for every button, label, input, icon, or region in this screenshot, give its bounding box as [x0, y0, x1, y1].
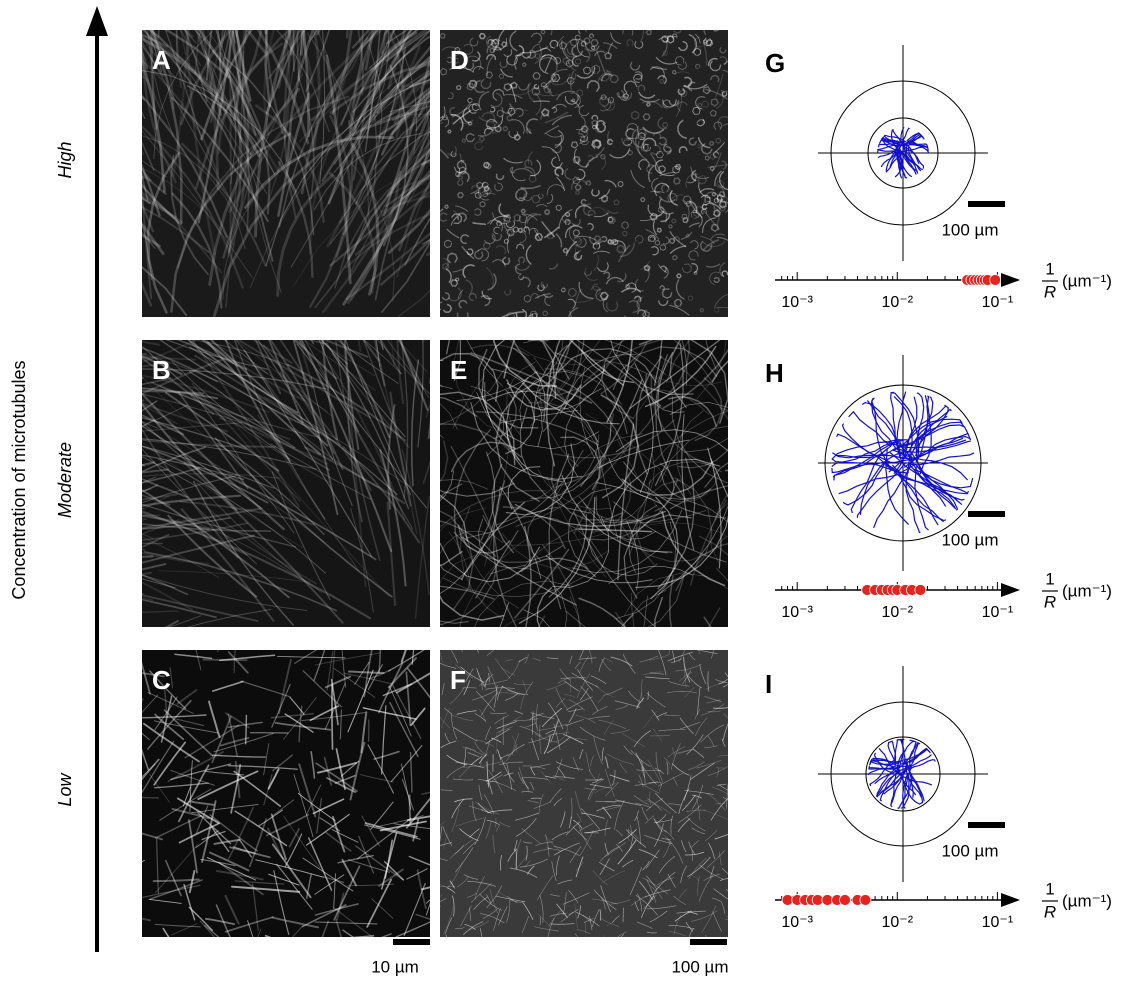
axis-unit: (µm⁻¹) [1062, 581, 1112, 600]
filament [2, 5, 154, 170]
x-tick-label: 10⁻³ [781, 294, 813, 311]
x-tick-label: 10⁻¹ [982, 294, 1014, 311]
x-tick-label: 10⁻² [882, 294, 914, 311]
filament [28, 0, 144, 100]
scale-bar-label: 100 µm [941, 530, 998, 549]
filament [203, 660, 246, 661]
x-axis-arrow [1001, 273, 1020, 287]
filament [727, 904, 741, 917]
filament [36, 25, 149, 204]
filament [622, 316, 629, 331]
filament [265, 0, 336, 33]
axis-denominator: R [1044, 592, 1056, 611]
axis-unit: (µm⁻¹) [1062, 271, 1112, 290]
arrow-head [86, 6, 108, 36]
filament [721, 408, 775, 508]
scale-bar [968, 201, 1005, 207]
filament [19, 400, 143, 483]
panel-label: H [765, 358, 784, 388]
filament [19, 119, 163, 254]
filament [106, 0, 145, 118]
micrograph: F [423, 631, 750, 963]
x-tick-label: 10⁻¹ [982, 914, 1014, 931]
filament [133, 797, 159, 798]
x-tick-label: 10⁻¹ [982, 604, 1014, 621]
x-tick-label: 10⁻³ [781, 604, 813, 621]
filament [111, 35, 144, 154]
micrograph: D [429, 15, 742, 331]
axis-denominator: R [1044, 902, 1056, 921]
scale-bar-label: 100 µm [941, 841, 998, 860]
filament [318, 0, 398, 34]
filament [726, 471, 827, 558]
panel-label: E [450, 355, 467, 385]
data-dot [839, 895, 850, 906]
panel-label: F [450, 665, 466, 695]
data-dot [915, 585, 926, 596]
axis-numerator: 1 [1045, 569, 1054, 588]
filament [246, 716, 247, 744]
scale-bar [968, 822, 1005, 828]
figure: Concentration of microtubules High Moder… [0, 0, 1137, 982]
axis-denominator: R [1044, 282, 1056, 301]
filament [57, 0, 147, 81]
x-tick-label: 10⁻² [882, 914, 914, 931]
filament [105, 0, 147, 68]
filament [5, 209, 159, 246]
panel-label: C [152, 665, 171, 695]
filament [0, 137, 166, 178]
filament [102, 860, 145, 886]
y-axis-label: Concentration of microtubules [9, 360, 29, 599]
filament [726, 918, 747, 920]
data-dot [990, 275, 1001, 286]
scale-bar [393, 939, 430, 945]
filament [10, 556, 152, 576]
filament [0, 100, 166, 194]
x-axis-arrow [1001, 583, 1020, 597]
filament [102, 0, 146, 60]
filament [266, 936, 331, 961]
data-dot [860, 895, 871, 906]
filament [462, 631, 469, 652]
filament [217, 633, 232, 652]
axis-numerator: 1 [1045, 879, 1054, 898]
x-tick-label: 10⁻³ [781, 914, 813, 931]
x-axis-arrow [1001, 893, 1020, 907]
level-label: Low [55, 772, 75, 806]
filament [470, 634, 478, 653]
trajectory [857, 462, 906, 518]
filament [0, 0, 163, 76]
filament [76, 0, 150, 180]
level-label: High [55, 141, 75, 178]
panel-label: D [450, 45, 469, 75]
filament [534, 101, 549, 102]
panel-label: I [765, 669, 772, 699]
filament [24, 594, 143, 673]
micrograph: C [102, 617, 463, 981]
level-label: Moderate [55, 442, 75, 518]
filament [384, 0, 453, 35]
panel-label: A [152, 45, 171, 75]
filament [410, 795, 411, 822]
filament [597, 936, 605, 949]
axis-numerator: 1 [1045, 259, 1054, 278]
scale-bar [690, 939, 727, 945]
scale-bar-label: 100 µm [941, 220, 998, 239]
filament [114, 699, 143, 744]
panel-label: B [152, 355, 171, 385]
panel-label: G [765, 48, 785, 78]
x-tick-label: 10⁻² [882, 604, 914, 621]
scale-bar [968, 511, 1005, 517]
filament [7, 485, 158, 548]
scale-bar-label: 10 µm [371, 957, 419, 976]
scale-bar-label: 100 µm [671, 957, 728, 976]
filament [713, 25, 718, 31]
axis-unit: (µm⁻¹) [1062, 891, 1112, 910]
filament [35, 489, 151, 504]
micrograph-bg [440, 650, 728, 937]
